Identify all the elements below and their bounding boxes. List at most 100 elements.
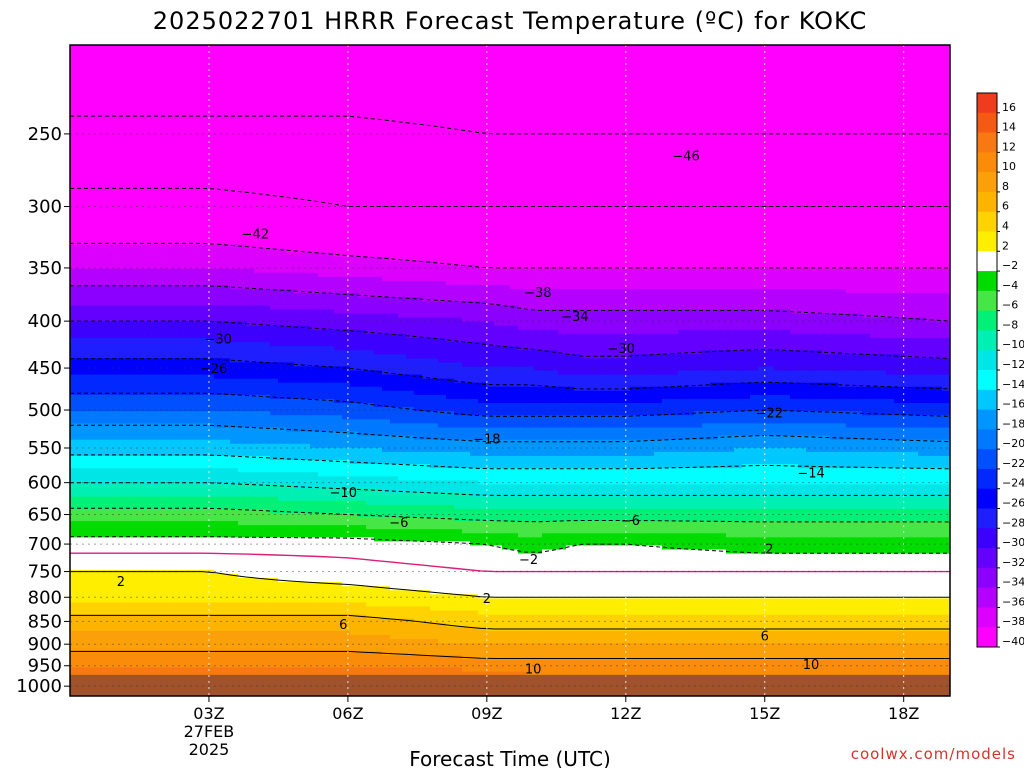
temperature-band-cell [846, 537, 855, 555]
temperature-band-cell [190, 667, 199, 677]
temperature-band-cell [838, 354, 847, 372]
temperature-band-cell [366, 529, 375, 538]
temperature-band-cell [838, 553, 847, 599]
temperature-band-cell [126, 569, 135, 604]
temperature-band-cell [294, 325, 303, 347]
temperature-band-cell [230, 321, 239, 343]
temperature-band-cell [406, 655, 415, 669]
temperature-band-cell [110, 321, 119, 339]
temperature-band-cell [342, 512, 351, 526]
temperature-band-cell [334, 256, 343, 278]
temperature-band-cell [470, 427, 479, 441]
temperature-band-cell [822, 614, 831, 632]
temperature-band-cell [742, 598, 751, 616]
temperature-band-cell [694, 309, 703, 331]
temperature-band-cell [542, 309, 551, 331]
colorbar-swatch [977, 409, 997, 430]
temperature-band-cell [502, 346, 511, 368]
temperature-band-cell [294, 252, 303, 274]
temperature-band-cell [910, 659, 919, 677]
temperature-band-cell [198, 484, 207, 498]
temperature-band-cell [502, 643, 511, 660]
temperature-band-cell [558, 598, 567, 616]
temperature-band-cell [86, 455, 95, 469]
temperature-band-cell [822, 370, 831, 384]
temperature-band-cell [718, 659, 727, 677]
temperature-band-cell [262, 378, 271, 396]
temperature-band-cell [910, 386, 919, 404]
temperature-band-cell [598, 643, 607, 660]
temperature-band-cell [102, 508, 111, 522]
temperature-band-cell [830, 423, 839, 441]
temperature-band-cell [230, 443, 239, 457]
temperature-band-cell [166, 630, 175, 652]
contour-label: −18 [473, 432, 500, 447]
temperature-band-cell [742, 484, 751, 498]
temperature-band-cell [638, 659, 647, 677]
colorbar-label: 2 [1002, 239, 1009, 252]
temperature-band-cell [630, 521, 639, 534]
temperature-band-cell [630, 415, 639, 429]
temperature-band-cell [350, 602, 359, 616]
plot-frame [69, 44, 951, 697]
temperature-band-cell [382, 419, 391, 437]
temperature-band-cell [78, 496, 87, 510]
temperature-band-cell [278, 427, 287, 445]
temperature-band-cell [158, 614, 167, 632]
temperature-band-cell [886, 386, 895, 400]
temperature-band-cell [510, 598, 519, 616]
watermark: coolwx.com/models [851, 745, 1016, 763]
temperature-band-cell [830, 537, 839, 555]
temperature-band-cell [550, 630, 559, 644]
temperature-band-cell [566, 427, 575, 441]
temperature-band-cell [438, 362, 447, 380]
temperature-band-cell [830, 45, 839, 270]
isotherm-line [70, 242, 950, 269]
temperature-band-cell [438, 264, 447, 282]
temperature-band-cell [486, 285, 495, 306]
temperature-band-cell [462, 382, 471, 400]
temperature-band-cell [126, 614, 135, 632]
temperature-band-cell [326, 346, 335, 368]
temperature-band-cell [894, 268, 903, 294]
temperature-band-cell [94, 321, 103, 339]
temperature-band-cell [630, 643, 639, 660]
temperature-band-cell [926, 508, 935, 522]
temperature-band-cell [158, 268, 167, 286]
temperature-band-cell [270, 667, 279, 677]
temperature-band-cell [262, 443, 271, 457]
temperature-band-cell [110, 468, 119, 486]
temperature-band-cell [326, 431, 335, 449]
temperature-band-cell [750, 484, 759, 498]
temperature-band-cell [862, 553, 871, 599]
temperature-band-cell [590, 403, 599, 416]
temperature-band-cell [822, 333, 831, 355]
temperature-band-cell [926, 403, 935, 416]
temperature-band-cell [750, 508, 759, 522]
temperature-band-cell [70, 521, 79, 538]
temperature-band-cell [614, 508, 623, 522]
temperature-band-cell [558, 439, 567, 457]
temperature-band-cell [574, 508, 583, 522]
temperature-band-cell [526, 630, 535, 644]
temperature-band-cell [310, 512, 319, 526]
temperature-band-cell [430, 594, 439, 612]
temperature-band-cell [518, 614, 527, 632]
temperature-band-cell [710, 614, 719, 632]
temperature-band-cell [334, 488, 343, 502]
temperature-band-cell [254, 45, 263, 250]
temperature-band-cell [262, 667, 271, 677]
temperature-band-cell [934, 268, 943, 294]
temperature-band-cell [358, 45, 367, 258]
temperature-band-cell [614, 533, 623, 547]
temperature-band-cell [774, 435, 783, 449]
isotherm-lines [70, 115, 950, 659]
temperature-band-cell [550, 386, 559, 404]
temperature-band-cell [246, 578, 255, 604]
temperature-band-cell [470, 521, 479, 534]
temperature-band-cell [382, 492, 391, 506]
temperature-band-cell [230, 427, 239, 445]
temperature-band-cell [174, 374, 183, 396]
temperature-band-cell [350, 500, 359, 514]
temperature-band-cell [198, 358, 207, 376]
